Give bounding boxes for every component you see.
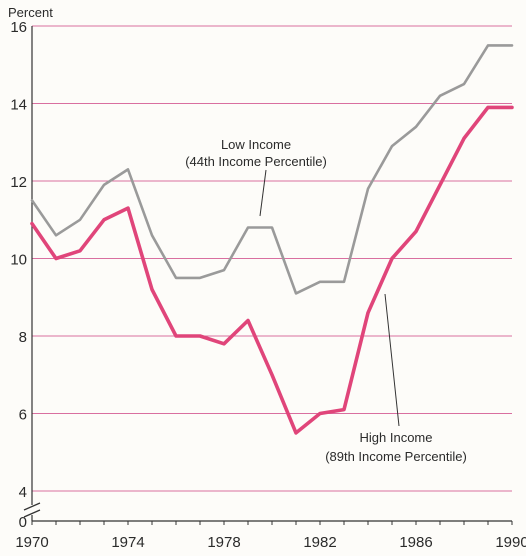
x-tick-label: 1982 <box>303 534 336 551</box>
data-point <box>439 184 441 186</box>
data-point <box>103 184 105 186</box>
data-point <box>55 257 57 260</box>
data-point <box>79 249 81 252</box>
data-point <box>223 269 225 271</box>
y-axis-label: Percent <box>8 5 53 20</box>
data-point <box>103 218 105 221</box>
data-point <box>367 311 369 314</box>
data-point <box>55 234 57 237</box>
data-point <box>79 218 81 221</box>
data-point <box>439 94 441 97</box>
data-point <box>463 137 465 140</box>
data-point <box>343 408 345 411</box>
y-tick-label: 14 <box>10 97 27 114</box>
series-line <box>30 44 514 295</box>
data-point <box>127 207 129 209</box>
series-high-income <box>30 105 514 435</box>
x-tick-label: 1970 <box>15 534 48 551</box>
data-point <box>199 335 201 337</box>
data-point <box>463 83 465 85</box>
x-tick-label: 1974 <box>111 534 144 551</box>
y-tick-label: 8 <box>19 329 27 346</box>
high-income-label-line-2: (89th Income Percentile) <box>325 449 467 464</box>
data-point <box>31 199 33 202</box>
data-point <box>367 187 369 190</box>
x-tick-label: 1990 <box>495 534 526 551</box>
low-income-label-line-2: (44th Income Percentile) <box>185 154 327 169</box>
data-point <box>295 292 297 295</box>
data-point <box>151 288 153 291</box>
data-point <box>391 145 393 147</box>
data-point <box>415 125 417 128</box>
data-point <box>319 412 321 415</box>
data-point <box>175 277 177 279</box>
y-tick-label: 16 <box>10 19 27 36</box>
data-point <box>247 319 249 322</box>
x-tick-label: 1986 <box>399 534 432 551</box>
x-tick-label: 1978 <box>207 534 240 551</box>
data-point <box>343 280 345 283</box>
data-point <box>511 44 513 47</box>
y-tick-label: 4 <box>19 484 27 501</box>
data-point <box>415 230 417 233</box>
data-point <box>31 222 33 225</box>
data-point <box>199 277 201 279</box>
data-point <box>391 257 393 260</box>
data-point <box>247 226 249 229</box>
axis-break-mark <box>23 509 41 518</box>
data-point <box>487 44 489 47</box>
y-tick-label: 0 <box>19 514 27 531</box>
y-tick-label: 10 <box>10 252 27 269</box>
high-income-label-line-1: High Income <box>360 430 433 445</box>
low-income-label-line-1: Low Income <box>221 137 291 152</box>
data-point <box>295 432 297 434</box>
y-tick-label: 12 <box>10 174 27 191</box>
high-income-label-leader <box>384 293 400 427</box>
data-point <box>319 280 321 283</box>
axis-break-mark <box>23 502 41 511</box>
data-point <box>271 373 273 376</box>
data-point <box>175 335 177 337</box>
data-point <box>487 106 489 109</box>
series-low-income <box>30 44 514 295</box>
data-point <box>511 106 513 109</box>
data-point <box>151 234 153 237</box>
data-point <box>223 342 225 345</box>
data-point <box>127 168 129 171</box>
y-tick-label: 6 <box>19 407 27 424</box>
low-income-label-leader <box>259 169 267 217</box>
data-point <box>271 226 273 229</box>
